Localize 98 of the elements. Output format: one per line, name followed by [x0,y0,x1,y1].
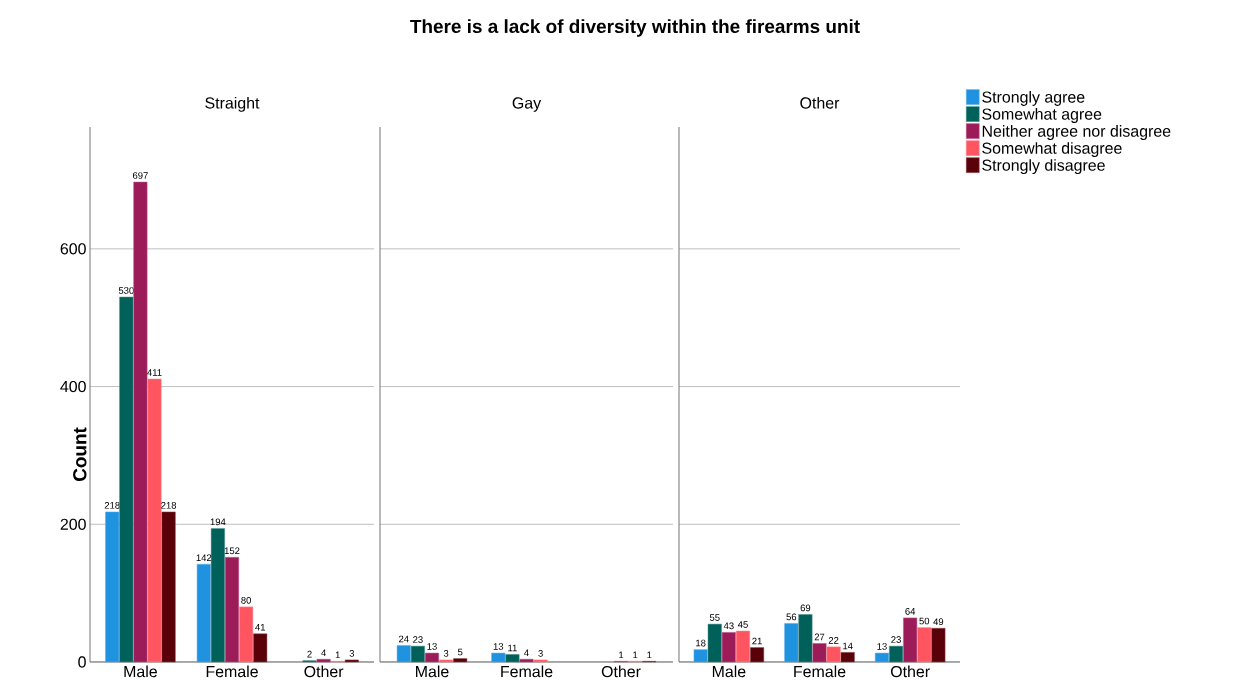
data-label: 13 [427,643,437,650]
data-label: 18 [696,639,706,647]
x-tick-label: Male [712,665,746,678]
data-label: 80 [241,597,251,604]
data-label: 55 [709,614,720,621]
data-label: 1 [647,651,652,659]
data-label: 50 [919,617,930,625]
bar [840,652,855,663]
bar [533,659,548,663]
data-label: 3 [443,650,449,657]
data-label: 5 [457,648,463,656]
bar [491,652,506,663]
bar [750,647,765,663]
x-tick-label: Other [304,665,344,678]
bar [505,654,520,663]
bar [147,378,162,663]
y-tick-label: 0 [78,656,86,668]
bar [874,652,889,663]
bar [735,630,750,663]
data-label: 22 [828,637,839,644]
bar [784,623,799,663]
bar [424,652,439,663]
data-label: 152 [224,547,240,555]
legend-label: Strongly agree [982,91,1085,106]
bar [239,606,254,663]
data-label: 21 [752,637,762,645]
data-label: 411 [147,369,162,376]
data-label: 697 [132,172,148,179]
data-label: 530 [118,287,134,294]
bar [826,646,841,663]
bar [161,511,176,663]
bar [707,623,722,663]
data-label: 3 [538,650,543,657]
bar [344,659,359,663]
data-label: 43 [723,622,734,630]
bar [210,528,225,663]
data-label: 23 [891,636,901,643]
y-tick-label: 600 [60,243,86,255]
bar [917,627,932,663]
data-label: 4 [321,649,326,657]
y-axis-title: Count [73,427,87,482]
data-label: 49 [933,618,944,626]
bar [196,563,211,663]
data-label: 11 [508,644,517,652]
bar [105,511,120,663]
chart-title: There is a lack of diversity within the firearms unit [410,19,860,37]
data-label: 13 [493,643,504,650]
data-label: 64 [905,608,916,615]
x-tick-label: Male [124,665,157,678]
bar [253,633,268,663]
y-tick-label: 200 [60,518,86,530]
bar [439,659,454,663]
data-label: 41 [255,624,265,631]
data-label: 3 [349,650,355,657]
legend-label: Neither agree nor disagree [982,125,1171,140]
x-tick-label: Male [416,665,449,678]
bar [889,645,904,663]
data-label: 14 [843,642,853,650]
bar [519,658,534,663]
bar [119,296,134,663]
bar [396,645,411,663]
bar [410,645,425,663]
bar [225,557,240,663]
data-label: 24 [399,635,409,643]
x-tick-label: Other [601,665,641,678]
bar [316,658,331,663]
y-tick-label: 400 [60,380,86,393]
data-label: 218 [161,501,177,509]
bar [812,643,827,663]
bar [798,614,813,663]
bar [931,627,946,663]
data-label: 13 [877,643,887,650]
legend-label: Somewhat agree [982,108,1102,123]
legend-label: Somewhat disagree [982,142,1122,157]
bar [453,658,468,663]
x-tick-label: Other [890,665,930,678]
legend-label: Strongly disagree [982,159,1105,175]
data-label: 45 [737,621,748,628]
data-label: 23 [413,636,423,643]
data-label: 1 [335,651,340,659]
data-label: 1 [619,651,624,659]
data-label: 4 [524,649,529,657]
data-label: 1 [633,651,638,659]
bar [133,181,148,663]
bar [903,617,918,663]
x-tick-label: Female [206,665,258,678]
data-label: 69 [800,604,811,612]
chart-subtitle: Other [800,96,840,109]
x-tick-label: Female [794,665,846,678]
chart-subtitle: Straight [205,96,260,112]
data-label: 2 [307,650,312,658]
x-tick-label: Female [501,665,553,678]
data-label: 56 [786,613,797,621]
chart-subtitle: Gay [512,97,542,112]
bar [693,649,708,663]
bar [721,632,736,663]
data-label: 194 [210,518,226,526]
data-label: 27 [814,633,825,641]
